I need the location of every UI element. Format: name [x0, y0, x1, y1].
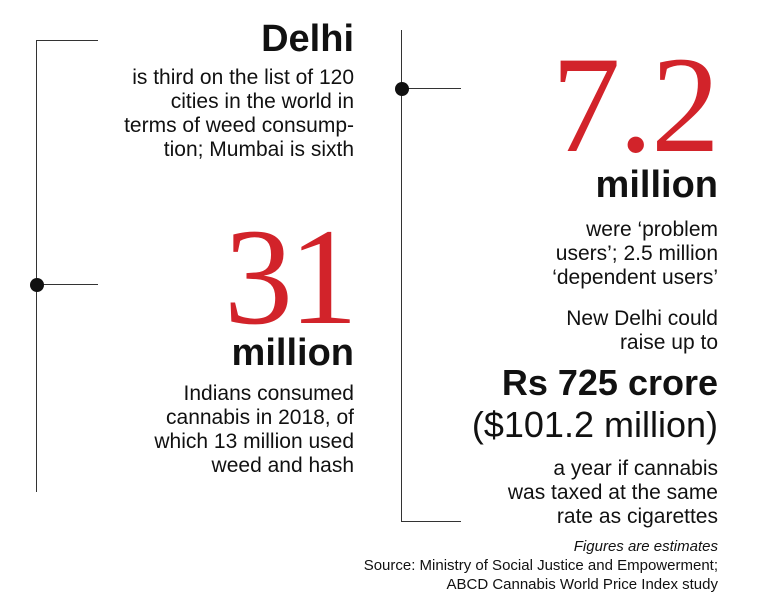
right-bottom-tick	[401, 521, 461, 522]
footer-source-line-1: Source: Ministry of Social Justice and E…	[363, 557, 718, 574]
stat-72-line: users’; 2.5 million	[555, 242, 718, 265]
stat-31-line: Indians consumed	[183, 382, 354, 405]
footer: Figures are estimates Source: Ministry o…	[218, 537, 718, 594]
stat-72-number: 7.2	[551, 28, 721, 181]
stat-31-line: cannabis in 2018, of	[166, 406, 354, 429]
left-vertical-line	[36, 40, 37, 492]
stat-31-block: 31 million Indians consumed cannabis in …	[14, 200, 358, 478]
stat-72-line: ‘dependent users’	[552, 266, 718, 289]
stat-31-line: which 13 million used	[154, 430, 354, 453]
delhi-line: cities in the world in	[170, 90, 354, 113]
footer-note: Figures are estimates	[573, 538, 718, 555]
right-vertical-line	[401, 30, 402, 522]
tax-text: a year if cannabis was taxed at the same…	[378, 457, 718, 529]
tax-line: was taxed at the same	[507, 481, 718, 504]
stat-72-unit: million	[595, 164, 718, 206]
tax-intro-line: New Delhi could	[566, 307, 718, 330]
stat-31-number: 31	[224, 200, 358, 353]
delhi-heading: Delhi	[261, 18, 354, 60]
tax-line: a year if cannabis	[553, 457, 718, 480]
stat-31-unit: million	[231, 332, 354, 374]
right-top-connector	[401, 88, 461, 89]
delhi-line: terms of weed consump-	[124, 114, 354, 137]
tax-intro-line: raise up to	[619, 331, 718, 354]
delhi-block: Delhi is third on the list of 120 cities…	[14, 20, 354, 162]
delhi-line: is third on the list of 120	[132, 66, 354, 89]
left-timeline-dot	[30, 278, 44, 292]
delhi-line: tion; Mumbai is sixth	[163, 138, 354, 161]
stat-72-line: were ‘problem	[586, 218, 718, 241]
left-top-tick	[36, 40, 98, 41]
footer-source-line-2: ABCD Cannabis World Price Index study	[446, 576, 718, 593]
right-timeline-dot	[395, 82, 409, 96]
tax-block: New Delhi could raise up to Rs 725 crore…	[378, 307, 718, 529]
tax-line: rate as cigarettes	[556, 505, 718, 528]
stat-31-text: Indians consumed cannabis in 2018, of wh…	[14, 382, 354, 478]
tax-intro: New Delhi could raise up to	[378, 307, 718, 355]
left-middle-connector	[36, 284, 98, 285]
tax-amount: Rs 725 crore	[501, 362, 718, 403]
stat-31-line: weed and hash	[211, 454, 354, 477]
stat-72-text: were ‘problem users’; 2.5 million ‘depen…	[398, 218, 718, 290]
tax-amount-usd: ($101.2 million)	[471, 404, 718, 445]
stat-72-block: 7.2 million were ‘problem users’; 2.5 mi…	[398, 28, 721, 290]
delhi-text: is third on the list of 120 cities in th…	[14, 66, 354, 162]
